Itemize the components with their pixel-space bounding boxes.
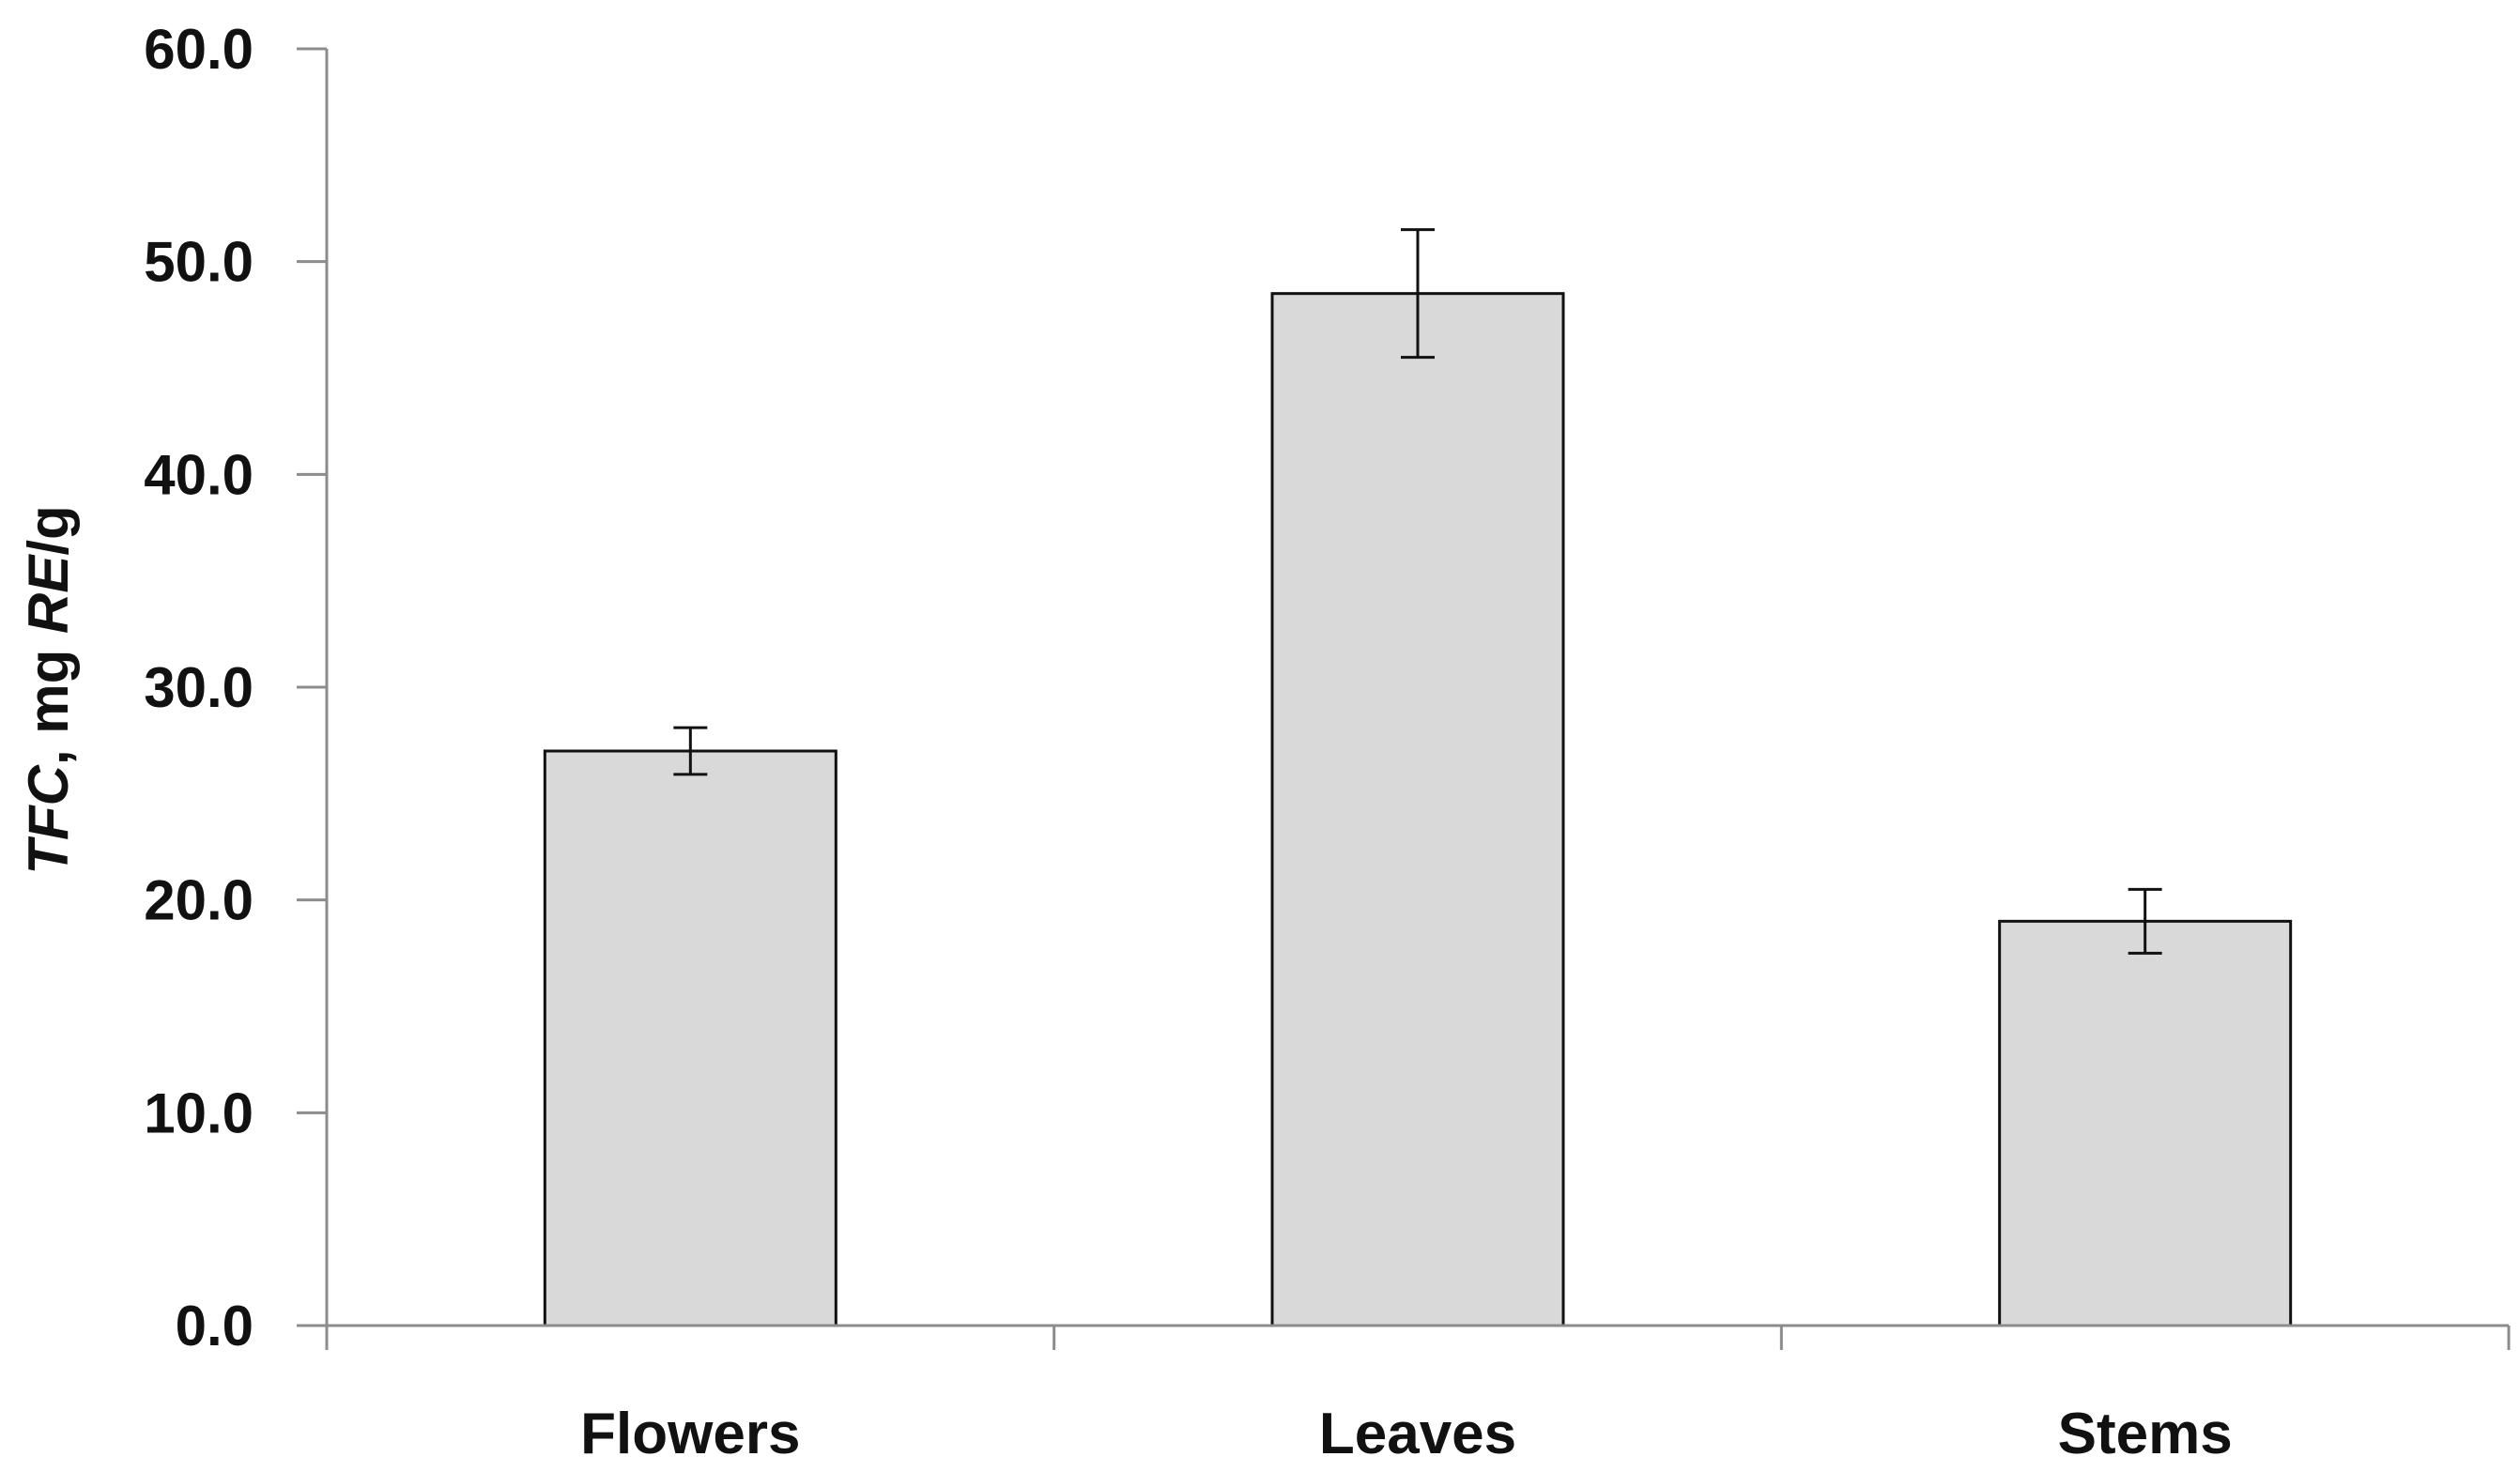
y-axis-title: TFC, mg RE/g — [17, 505, 80, 874]
y-tick-label: 0.0 — [176, 1295, 254, 1357]
error-bars — [673, 228, 2162, 955]
x-tick-label: Leaves — [1319, 1402, 1516, 1466]
y-axis-ticks: 0.0 10.0 20.0 30.0 40.0 50.0 60.0 — [144, 18, 327, 1357]
x-axis-ticks: Flowers Leaves Stems — [325, 1326, 2511, 1466]
y-tick-label: 40.0 — [144, 443, 254, 506]
error-bar-leaves — [1401, 228, 1435, 360]
x-tick-label: Stems — [2058, 1402, 2233, 1466]
bar-flowers — [543, 749, 837, 1327]
y-tick-label: 10.0 — [144, 1081, 254, 1144]
error-bar-flowers — [673, 726, 708, 776]
bars — [543, 292, 2293, 1327]
y-tick-label: 60.0 — [144, 18, 254, 81]
x-tick-label: Flowers — [580, 1402, 800, 1466]
y-tick-label: 50.0 — [144, 231, 254, 294]
bar-stems — [1998, 919, 2293, 1327]
y-tick-label: 20.0 — [144, 869, 254, 932]
error-bar-stems — [2128, 887, 2162, 955]
y-tick-label: 30.0 — [144, 656, 254, 719]
bar-leaves — [1270, 292, 1565, 1327]
